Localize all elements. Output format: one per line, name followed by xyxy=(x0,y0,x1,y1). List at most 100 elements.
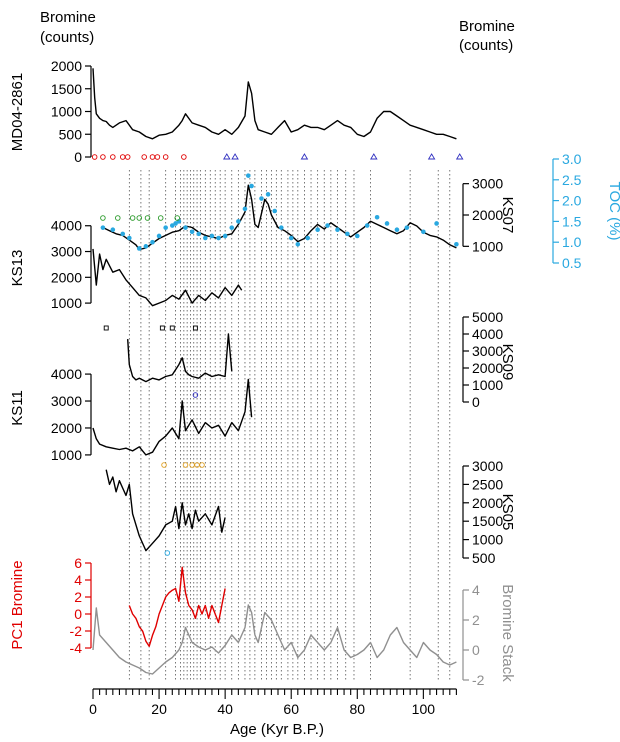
series-line xyxy=(92,248,243,307)
panel-label: KS13 xyxy=(9,250,26,287)
toc-point xyxy=(216,235,221,241)
age-marker xyxy=(223,153,231,160)
y-tick-label: 0 xyxy=(74,149,82,165)
panel-ks13: 1000 2000 3000 4000 KS13 xyxy=(9,215,243,311)
y-tick-label: 6 xyxy=(74,555,82,571)
toc-point xyxy=(259,196,264,201)
y-tick-label: 2 xyxy=(472,612,480,628)
y-tick-label: 4000 xyxy=(51,218,82,234)
y-tick-label: 1.5 xyxy=(562,213,582,229)
toc-point xyxy=(183,225,188,230)
y-tick-label: 2.5 xyxy=(562,172,582,188)
toc-point xyxy=(421,229,426,235)
y-tick-label: 1000 xyxy=(51,295,82,311)
x-tick-label: 20 xyxy=(151,701,167,717)
toc-point xyxy=(315,227,320,233)
panel-label: KS05 xyxy=(499,494,516,531)
panel-label: KS07 xyxy=(499,197,516,234)
panel-label: KS09 xyxy=(499,344,516,381)
age-marker xyxy=(231,153,239,160)
age-marker xyxy=(144,215,151,221)
y-tick-label: 2000 xyxy=(51,269,82,285)
x-tick-label: 40 xyxy=(217,701,233,717)
age-marker xyxy=(91,154,98,160)
age-marker xyxy=(181,154,187,160)
toc-point xyxy=(434,221,439,226)
age-marker xyxy=(129,215,136,221)
y-tick-label: 0 xyxy=(472,642,480,658)
panel-label: KS11 xyxy=(9,390,26,426)
y-tick-label: 2.0 xyxy=(562,193,582,209)
toc-point xyxy=(236,219,241,224)
y-tick-label: 3000 xyxy=(51,393,82,409)
y-tick-label: 4000 xyxy=(472,326,503,342)
y-tick-label: 5000 xyxy=(472,309,503,325)
toc-point xyxy=(203,235,208,241)
y-tick-label: 1.0 xyxy=(562,234,582,250)
toc-point xyxy=(265,192,271,197)
age-marker xyxy=(100,215,106,221)
y-tick-label: -2 xyxy=(472,672,485,688)
y-tick-label: 4000 xyxy=(51,366,82,382)
panel-label: PC1 Bromine xyxy=(9,560,26,649)
toc-point xyxy=(156,233,162,239)
toc-point xyxy=(272,208,277,214)
toc-point xyxy=(169,223,175,228)
age-marker xyxy=(103,325,109,331)
panel-ks05: 500 1000 1500 2000 2500 3000 KS05 xyxy=(105,458,516,566)
y-tick-label: 3000 xyxy=(472,176,503,192)
age-marker xyxy=(189,462,195,468)
age-marker xyxy=(192,392,199,398)
age-marker xyxy=(157,215,164,221)
toc-point xyxy=(143,244,149,249)
toc-point xyxy=(279,225,284,230)
panel-label: MD04-2861 xyxy=(9,73,26,151)
series-line xyxy=(127,333,233,383)
y-tick-label: 1000 xyxy=(51,104,82,120)
panels: 0500100015002000MD04-2861100020003000KS0… xyxy=(9,58,620,688)
age-marker xyxy=(124,154,131,160)
x-tick-label: 60 xyxy=(283,701,299,717)
y-tick-label: 3000 xyxy=(472,458,503,474)
toc-point xyxy=(196,231,202,237)
toc-point xyxy=(120,231,126,237)
series-line xyxy=(128,566,226,647)
x-axis: 0 20 40 60 80 100 xyxy=(89,688,457,717)
series-line xyxy=(92,378,253,456)
toc-point xyxy=(163,225,168,230)
y-tick-label: 2000 xyxy=(472,360,503,376)
header-left-line2: (counts) xyxy=(40,29,94,46)
y-tick-label: 4 xyxy=(472,582,480,598)
panel-toc-: 0.5 1.0 1.5 2.0 2.5 3.0 TOC (%) xyxy=(100,151,620,271)
toc-point xyxy=(288,235,294,241)
y-tick-label: 1500 xyxy=(51,81,82,97)
header-left-line1: Bromine xyxy=(40,9,96,26)
age-marker xyxy=(141,154,147,160)
y-tick-label: 2500 xyxy=(472,476,503,492)
y-tick-label: 1500 xyxy=(472,513,503,529)
age-marker xyxy=(164,550,171,556)
y-tick-label: 500 xyxy=(472,550,496,566)
panel-ks07: 1000 2000 3000 KS07 xyxy=(102,176,516,254)
toc-point xyxy=(364,223,370,228)
toc-point xyxy=(222,233,228,239)
toc-point xyxy=(354,233,360,239)
age-marker xyxy=(110,154,116,160)
panel-label: Bromine Stack xyxy=(499,584,516,682)
age-marker xyxy=(300,153,309,160)
toc-point xyxy=(404,225,410,230)
x-tick-label: 80 xyxy=(349,701,365,717)
age-marker xyxy=(115,215,121,221)
y-tick-label: -4 xyxy=(70,640,83,656)
panel-md04-2861: 0 500 1000 1500 2000 MD04-2861 xyxy=(9,58,464,165)
toc-point xyxy=(325,223,330,228)
y-tick-label: 500 xyxy=(59,126,83,142)
y-tick-label: 1000 xyxy=(472,377,503,393)
age-marker xyxy=(455,153,464,160)
panel-ks11: 1000 2000 3000 4000 KS11 xyxy=(9,366,253,463)
toc-point xyxy=(209,233,215,239)
age-marker xyxy=(100,154,106,160)
age-marker xyxy=(370,153,378,160)
